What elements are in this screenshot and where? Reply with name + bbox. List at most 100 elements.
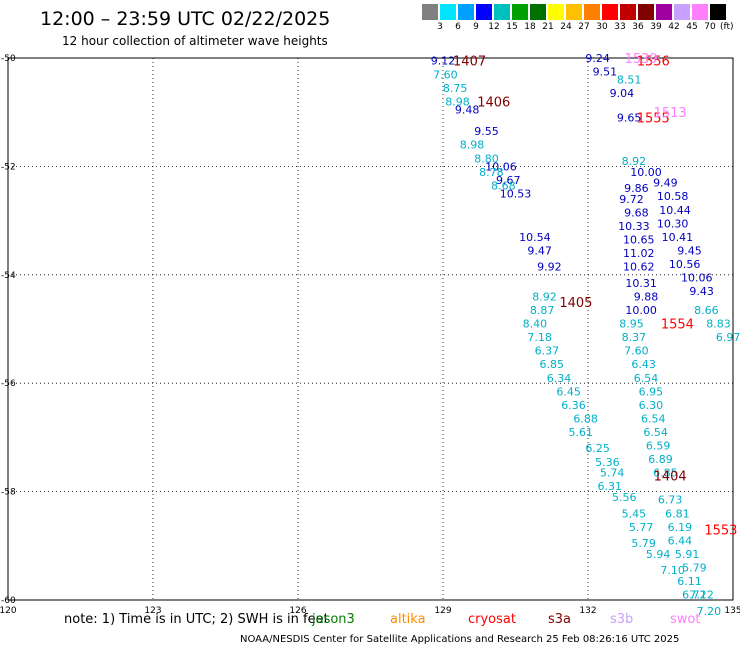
wave-height-point: 6.54 <box>634 372 659 385</box>
x-tick-label: 126 <box>289 606 306 616</box>
wave-height-point: 6.97 <box>716 331 740 344</box>
wave-height-point: 8.95 <box>619 318 644 331</box>
y-tick-label: -54 <box>1 271 16 281</box>
wave-height-point: 9.92 <box>537 261 562 274</box>
legend-swatch <box>656 4 673 20</box>
wave-height-point: 10.31 <box>625 277 657 290</box>
satellite-label-s3b: s3b <box>610 612 634 627</box>
wave-height-point: 6.43 <box>631 358 656 371</box>
legend-label: 15 <box>506 22 518 32</box>
chart-subtitle: 12 hour collection of altimeter wave hei… <box>62 34 328 48</box>
wave-height-point: 9.12 <box>431 55 456 68</box>
wave-height-point: 9.04 <box>610 87 635 100</box>
wave-height-point: 9.47 <box>527 244 552 257</box>
wave-height-point: 10.56 <box>669 258 701 271</box>
legend-swatch <box>458 4 475 20</box>
wave-height-point: 6.31 <box>598 480 623 493</box>
wave-height-point: 7.60 <box>433 68 458 81</box>
plot-frame <box>7 57 734 601</box>
legend-swatch <box>566 4 583 20</box>
pass-annotation: 1404 <box>654 469 687 484</box>
pass-annotation: 1406 <box>477 95 510 110</box>
footer-credit: NOAA/NESDIS Center for Satellite Applica… <box>240 634 680 645</box>
legend-label: 42 <box>668 22 680 32</box>
wave-height-point: 5.56 <box>612 491 637 504</box>
wave-height-point: 9.43 <box>689 285 714 298</box>
wave-height-point: 10.44 <box>659 204 691 217</box>
wave-height-point: 6.88 <box>573 412 598 425</box>
wave-height-point: 9.72 <box>619 193 644 206</box>
satellite-label-cryosat: cryosat <box>468 612 516 627</box>
x-tick-label: 132 <box>579 606 596 616</box>
wave-height-point: 5.79 <box>682 561 707 574</box>
legend-swatch <box>584 4 601 20</box>
wave-height-point: 6.85 <box>653 467 678 480</box>
wave-height-point: 6.89 <box>648 453 673 466</box>
wave-height-point: 10.00 <box>630 166 662 179</box>
legend-swatch <box>710 4 727 20</box>
wave-height-point: 9.55 <box>474 125 499 138</box>
wave-height-point: 5.79 <box>631 537 656 550</box>
wave-height-point: 10.33 <box>618 220 650 233</box>
pass-annotation: 1513 <box>654 106 687 121</box>
wave-height-point: 8.87 <box>530 304 555 317</box>
legend-label: 45 <box>686 22 698 32</box>
satellite-label-s3a: s3a <box>548 612 572 627</box>
wave-height-point: 5.77 <box>629 521 654 534</box>
wave-height-point: 8.83 <box>706 318 731 331</box>
wave-height-point: 7.60 <box>624 345 649 358</box>
wave-height-point: 8.92 <box>532 290 557 303</box>
y-tick-label: -58 <box>1 488 16 498</box>
legend-swatch <box>530 4 547 20</box>
pass-annotation: 1555 <box>637 112 670 127</box>
wave-height-point: 9.88 <box>634 290 659 303</box>
wave-height-point: 10.06 <box>681 272 713 285</box>
pass-annotation: 1556 <box>637 55 670 70</box>
legend-swatch <box>512 4 529 20</box>
wave-height-point: 6.59 <box>646 440 671 453</box>
pass-annotation: 1539 <box>625 52 658 67</box>
wave-height-point: 7.12 <box>689 589 714 602</box>
legend-label: 6 <box>455 22 461 32</box>
wave-height-point: 8.92 <box>622 155 647 168</box>
legend-swatch <box>422 4 439 20</box>
wave-height-point: 9.45 <box>677 244 702 257</box>
legend-unit: (ft) <box>720 22 734 32</box>
legend-swatch <box>638 4 655 20</box>
wave-height-point: 10.58 <box>657 190 689 203</box>
wave-height-point: 8.37 <box>622 331 647 344</box>
wave-height-point: 8.75 <box>443 82 468 95</box>
legend-swatch <box>620 4 637 20</box>
wave-height-point: 6.72 <box>682 589 707 602</box>
wave-height-point: 9.68 <box>624 206 649 219</box>
wave-height-point: 10.30 <box>657 217 689 230</box>
wave-height-point: 6.85 <box>540 358 565 371</box>
wave-height-point: 5.61 <box>569 426 594 439</box>
wave-height-point: 8.80 <box>474 152 499 165</box>
wave-height-point: 9.24 <box>585 52 610 65</box>
legend-label: 12 <box>488 22 500 32</box>
legend-label: 70 <box>704 22 716 32</box>
legend-swatch <box>692 4 709 20</box>
x-tick-label: 120 <box>0 606 17 616</box>
legend-swatch <box>674 4 691 20</box>
satellite-label-swot: swot <box>670 612 701 627</box>
wave-height-point: 9.65 <box>617 112 642 125</box>
wave-height-point: 10.62 <box>623 261 655 274</box>
wave-height-point: 10.53 <box>500 188 532 201</box>
footer-note: note: 1) Time is in UTC; 2) SWH is in fe… <box>64 612 329 627</box>
legend-label: 30 <box>596 22 608 32</box>
legend-label: 18 <box>524 22 536 32</box>
legend-label: 39 <box>650 22 662 32</box>
wave-height-point: 8.66 <box>694 304 719 317</box>
wave-height-point: 8.98 <box>445 95 470 108</box>
wave-height-point: 10.41 <box>662 231 694 244</box>
legend-swatch <box>548 4 565 20</box>
wave-height-point: 5.94 <box>646 548 671 561</box>
x-tick-label: 129 <box>434 606 451 616</box>
wave-height-point: 6.30 <box>639 399 664 412</box>
wave-height-point: 6.44 <box>668 534 693 547</box>
wave-height-point: 9.49 <box>653 177 678 190</box>
wave-height-point: 6.36 <box>561 399 586 412</box>
